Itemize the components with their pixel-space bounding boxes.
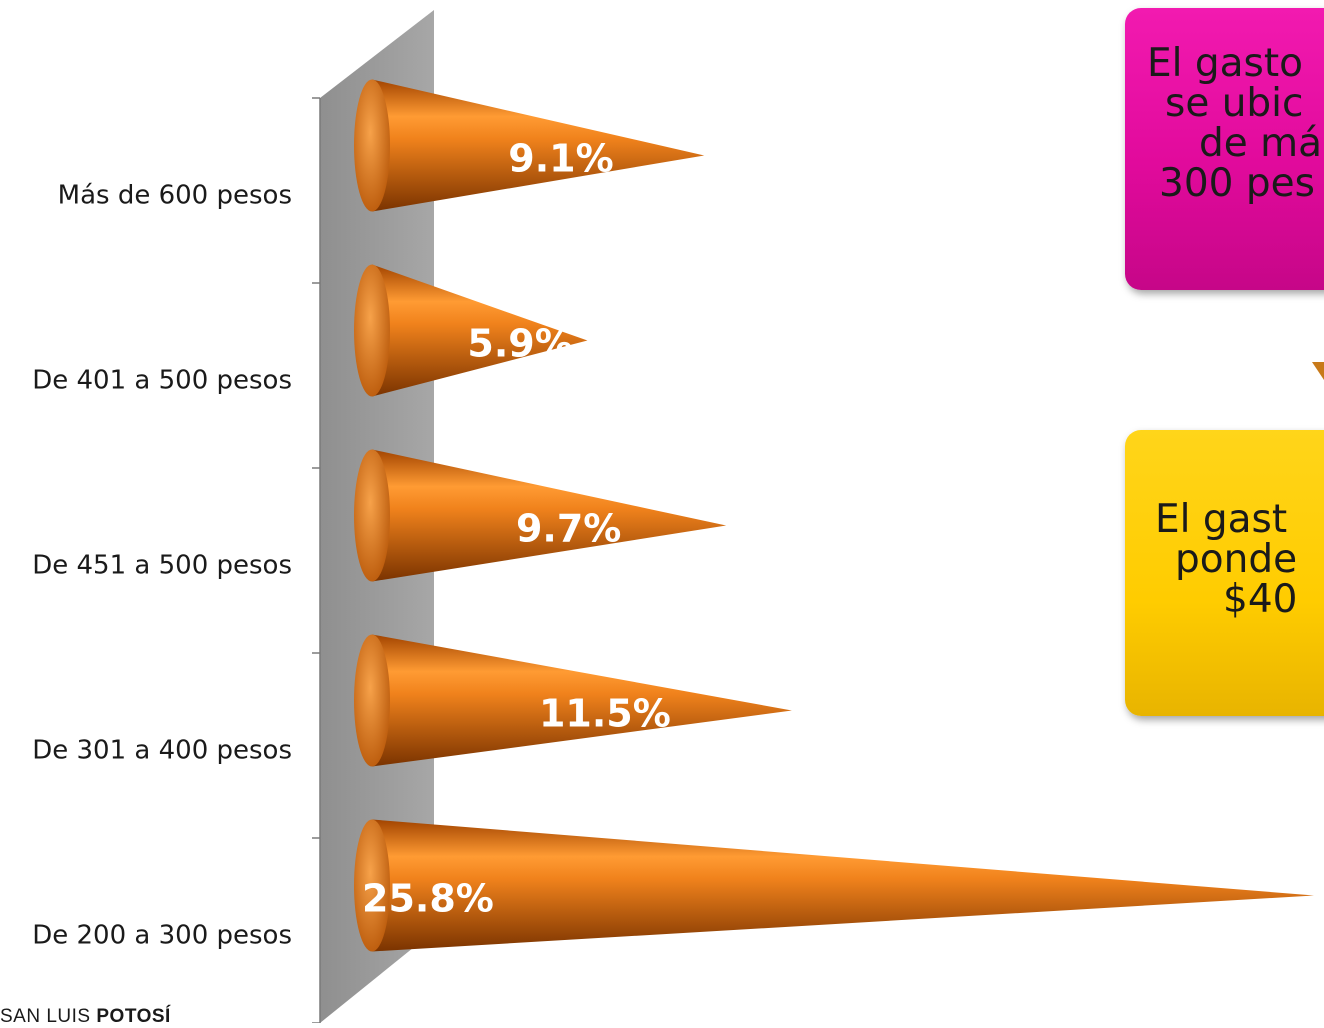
callout-pink-line: de má	[1199, 121, 1323, 166]
callout-yellow-line: ponde	[1175, 537, 1298, 582]
category-label: Más de 600 pesos	[58, 181, 292, 211]
cone-bar	[354, 634, 792, 767]
cone-body	[372, 634, 792, 767]
cone-bar	[354, 79, 705, 212]
down-arrow-icon	[1312, 362, 1324, 380]
category-label: De 200 a 300 pesos	[32, 921, 292, 951]
value-label: 25.8%	[362, 877, 494, 921]
value-label: 9.1%	[508, 137, 613, 181]
cone-base	[354, 264, 390, 397]
category-labels: Más de 600 pesos De 401 a 500 pesos De 451…	[32, 181, 292, 951]
cone-bar	[354, 819, 1314, 952]
footer-logo: SAN LUIS POTOSÍ	[0, 1006, 171, 1028]
callout-pink: El gasto se ubic de má 300 pes	[1125, 8, 1324, 290]
category-label: De 451 a 500 pesos	[32, 551, 292, 581]
cone-base	[354, 449, 390, 582]
callout-yellow-line: El gast	[1155, 497, 1288, 542]
category-label: De 301 a 400 pesos	[32, 736, 292, 766]
cone-bar	[354, 264, 588, 397]
cone-body	[372, 819, 1314, 952]
logo-light-text: SAN LUIS	[0, 1006, 97, 1027]
value-labels: 9.1% 5.9% 9.7% 11.5% 25.8%	[362, 137, 671, 921]
cone-body	[372, 79, 705, 212]
callout-pink-line: El gasto	[1147, 41, 1303, 86]
axis-ticks	[312, 97, 320, 1023]
cone-base	[354, 634, 390, 767]
value-label: 11.5%	[539, 692, 671, 736]
cone-bar	[354, 449, 727, 582]
logo-bold-text: POTOSÍ	[96, 1006, 171, 1027]
cone-body	[372, 264, 588, 397]
callout-yellow: El gast ponde $40	[1125, 430, 1324, 716]
category-label: De 401 a 500 pesos	[32, 366, 292, 396]
cone-body	[372, 449, 727, 582]
value-label: 5.9%	[467, 322, 572, 366]
cone-base	[354, 79, 390, 212]
cone-base	[354, 819, 390, 952]
callout-pink-line: se ubic	[1165, 81, 1304, 126]
callout-pink-line: 300 pes	[1159, 161, 1315, 206]
cone-bars	[354, 79, 1314, 952]
value-label: 9.7%	[516, 507, 621, 551]
callout-yellow-line: $40	[1223, 577, 1298, 622]
